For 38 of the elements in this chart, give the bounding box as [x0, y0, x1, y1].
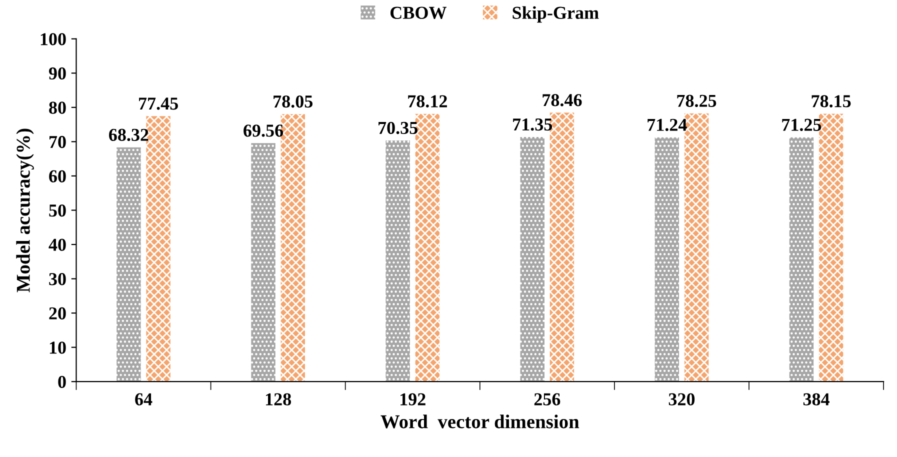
y-tick-label: 70	[50, 136, 66, 148]
y-tick-label: 50	[49, 204, 66, 217]
data-label: 68.32	[109, 128, 148, 142]
x-tick-label: 64	[135, 393, 152, 406]
data-label: 78.25	[677, 94, 716, 108]
data-label: 71.35	[513, 118, 552, 131]
legend-label: Skip-Gram	[512, 6, 599, 23]
data-label: 78.15	[812, 95, 851, 108]
x-tick-label: 384	[803, 393, 830, 406]
y-tick-label: 0	[58, 376, 66, 388]
y-tick-label: 100	[40, 33, 66, 46]
x-tick-label: 320	[668, 393, 695, 406]
data-label: 78.12	[408, 95, 447, 108]
bar	[520, 137, 544, 382]
y-tick-label: 40	[48, 238, 66, 251]
y-tick-label: 80	[49, 102, 66, 114]
x-tick-label: 128	[266, 393, 292, 406]
y-tick-label: 90	[48, 67, 66, 80]
y-axis-title: Model accuracy(%)	[16, 128, 34, 292]
data-label: 71.24	[648, 118, 687, 132]
y-tick-label: 10	[50, 342, 66, 354]
y-tick-label: 30	[49, 273, 66, 286]
data-label: 77.45	[139, 98, 178, 110]
x-tick-label: 192	[400, 393, 426, 406]
bar	[251, 143, 276, 382]
bar	[116, 147, 141, 382]
y-tick-label: 20	[49, 307, 66, 320]
x-tick-label: 256	[534, 393, 560, 406]
bar	[386, 140, 410, 382]
data-label: 78.05	[274, 95, 313, 108]
bar	[789, 137, 814, 382]
x-axis-title: Word vector dimension	[380, 414, 580, 428]
y-tick-label: 60	[49, 170, 66, 182]
data-label: 70.35	[378, 122, 418, 134]
legend-label: CBOW	[390, 6, 447, 20]
bar	[654, 137, 680, 382]
data-label: 69.56	[244, 124, 284, 137]
data-label: 78.46	[542, 94, 582, 106]
